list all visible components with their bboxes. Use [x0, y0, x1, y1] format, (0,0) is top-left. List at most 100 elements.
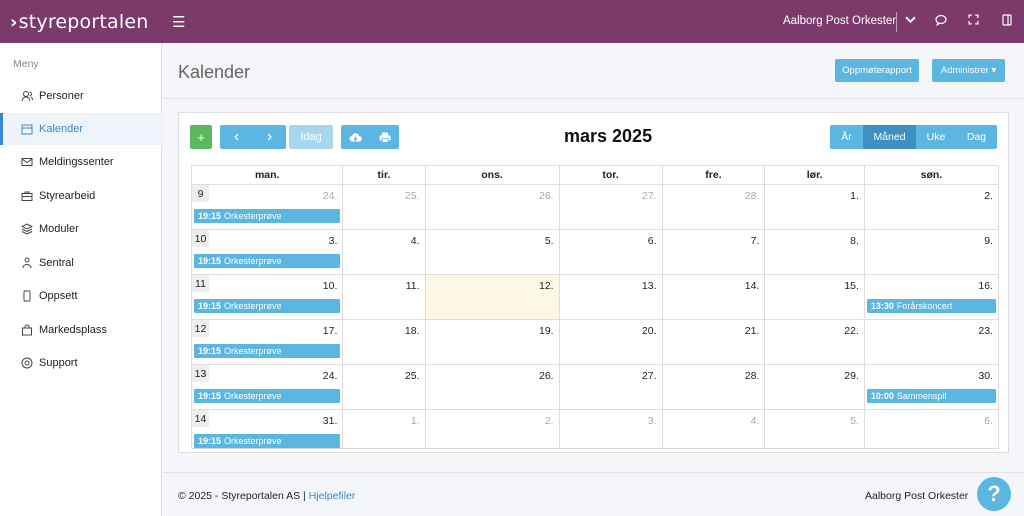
day-cell[interactable]: 25.: [342, 184, 426, 230]
day-cell[interactable]: 28.: [661, 184, 766, 230]
calendar-event[interactable]: 10:00 Sammenspil: [866, 389, 996, 403]
sidebar-item-styrearbeid[interactable]: Styrearbeid: [0, 180, 162, 212]
day-number[interactable]: 19.: [538, 325, 554, 337]
day-number[interactable]: 3.: [328, 235, 338, 247]
day-cell[interactable]: 18.: [342, 319, 426, 365]
sidebar-item-meldingssenter[interactable]: Meldingssenter: [0, 146, 162, 178]
calendar-event[interactable]: 19:15 Orkesterprøve: [194, 299, 341, 313]
day-number[interactable]: 5.: [544, 235, 554, 247]
calendar-event[interactable]: 19:15 Orkesterprøve: [194, 254, 341, 268]
sidebar-item-moduler[interactable]: Moduler: [0, 213, 162, 245]
day-cell[interactable]: 21.: [661, 319, 766, 365]
day-cell[interactable]: 20.: [558, 319, 663, 365]
day-number[interactable]: 25.: [404, 370, 420, 382]
day-cell[interactable]: 14 31. 19:15 Orkesterprøve: [190, 409, 344, 449]
day-number[interactable]: 27.: [641, 190, 657, 202]
week-number[interactable]: 9: [192, 185, 209, 202]
day-cell[interactable]: 29.: [764, 364, 865, 410]
calendar-event[interactable]: 19:15 Orkesterprøve: [194, 434, 341, 448]
day-cell[interactable]: 25.: [342, 364, 426, 410]
day-number[interactable]: 4.: [750, 415, 760, 427]
day-number[interactable]: 17.: [322, 325, 338, 337]
chat-icon[interactable]: [935, 14, 947, 29]
view-week-button[interactable]: Uke: [916, 125, 956, 149]
calendar-event[interactable]: 19:15 Orkesterprøve: [194, 344, 341, 358]
day-cell[interactable]: 27.: [558, 364, 663, 410]
day-number[interactable]: 11.: [405, 280, 420, 292]
fullscreen-icon[interactable]: [968, 14, 979, 28]
day-cell[interactable]: 30. 10:00 Sammenspil: [863, 364, 1000, 410]
day-number[interactable]: 18.: [404, 325, 420, 337]
day-number[interactable]: 7.: [750, 235, 760, 247]
day-cell[interactable]: 3.: [558, 409, 663, 449]
day-number[interactable]: 26.: [538, 370, 554, 382]
day-number[interactable]: 29.: [844, 370, 859, 382]
day-cell[interactable]: 4.: [342, 229, 426, 275]
day-number[interactable]: 28.: [744, 190, 760, 202]
view-month-button[interactable]: Måned: [863, 125, 916, 149]
add-event-button[interactable]: +: [190, 125, 212, 149]
day-cell[interactable]: 22.: [764, 319, 865, 365]
day-number[interactable]: 2.: [984, 190, 993, 202]
day-number[interactable]: 24.: [322, 190, 338, 202]
day-number[interactable]: 25.: [404, 190, 420, 202]
day-number[interactable]: 20.: [641, 325, 657, 337]
day-cell[interactable]: 9 24. 19:15 Orkesterprøve: [190, 184, 344, 230]
day-cell[interactable]: 11.: [342, 274, 426, 320]
day-cell[interactable]: 27.: [558, 184, 663, 230]
day-cell[interactable]: 1.: [342, 409, 426, 449]
sidebar-item-sentral[interactable]: Sentral: [0, 247, 162, 279]
day-cell[interactable]: 19.: [424, 319, 560, 365]
day-number[interactable]: 23.: [978, 325, 993, 337]
day-number[interactable]: 30.: [978, 370, 993, 382]
day-number[interactable]: 13.: [641, 280, 657, 292]
day-cell[interactable]: 6.: [863, 409, 1000, 449]
day-number[interactable]: 3.: [647, 415, 657, 427]
day-cell[interactable]: 12 17. 19:15 Orkesterprøve: [190, 319, 344, 365]
day-cell[interactable]: 14.: [661, 274, 766, 320]
day-cell[interactable]: 5.: [424, 229, 560, 275]
day-cell[interactable]: 10 3. 19:15 Orkesterprøve: [190, 229, 344, 275]
day-cell[interactable]: 11 10. 19:15 Orkesterprøve: [190, 274, 344, 320]
day-cell[interactable]: 13 24. 19:15 Orkesterprøve: [190, 364, 344, 410]
calendar-event[interactable]: 19:15 Orkesterprøve: [194, 209, 341, 223]
day-cell[interactable]: 4.: [661, 409, 766, 449]
day-cell[interactable]: 13.: [558, 274, 663, 320]
day-number[interactable]: 10.: [322, 280, 338, 292]
view-day-button[interactable]: Dag: [956, 125, 997, 149]
week-number[interactable]: 11: [192, 275, 209, 292]
week-number[interactable]: 12: [192, 320, 209, 337]
sidebar-item-kalender[interactable]: Kalender: [0, 113, 162, 145]
print-icon[interactable]: [370, 125, 399, 149]
day-cell[interactable]: 1.: [764, 184, 865, 230]
day-cell[interactable]: 7.: [661, 229, 766, 275]
day-cell[interactable]: 15.: [764, 274, 865, 320]
calendar-event[interactable]: 19:15 Orkesterprøve: [194, 389, 341, 403]
day-number[interactable]: 4.: [410, 235, 420, 247]
attendance-report-button[interactable]: Oppmøterapport: [835, 59, 919, 82]
organization-name[interactable]: Aalborg Post Orkester: [783, 15, 897, 27]
day-number[interactable]: 6.: [984, 415, 993, 427]
week-number[interactable]: 13: [192, 365, 209, 382]
next-month-button[interactable]: ›: [253, 125, 286, 149]
day-cell[interactable]: 12.: [424, 274, 560, 320]
sidebar-item-support[interactable]: Support: [0, 347, 162, 379]
day-cell[interactable]: 9.: [863, 229, 1000, 275]
week-number[interactable]: 14: [192, 410, 209, 427]
day-cell[interactable]: 23.: [863, 319, 1000, 365]
day-number[interactable]: 27.: [641, 370, 657, 382]
day-number[interactable]: 31.: [322, 415, 338, 427]
week-number[interactable]: 10: [192, 230, 209, 247]
day-number[interactable]: 14.: [744, 280, 760, 292]
day-cell[interactable]: 28.: [661, 364, 766, 410]
hamburger-menu-icon[interactable]: ☰: [172, 14, 186, 31]
app-logo[interactable]: › styreportalen: [10, 11, 149, 33]
day-number[interactable]: 9.: [984, 235, 993, 247]
view-year-button[interactable]: År: [830, 125, 863, 149]
day-cell[interactable]: 8.: [764, 229, 865, 275]
day-cell[interactable]: 16. 13:30 Forårskoncert: [863, 274, 1000, 320]
day-number[interactable]: 6.: [647, 235, 657, 247]
panel-icon[interactable]: [1002, 14, 1012, 29]
day-number[interactable]: 1.: [850, 190, 859, 202]
day-number[interactable]: 16.: [978, 280, 993, 292]
